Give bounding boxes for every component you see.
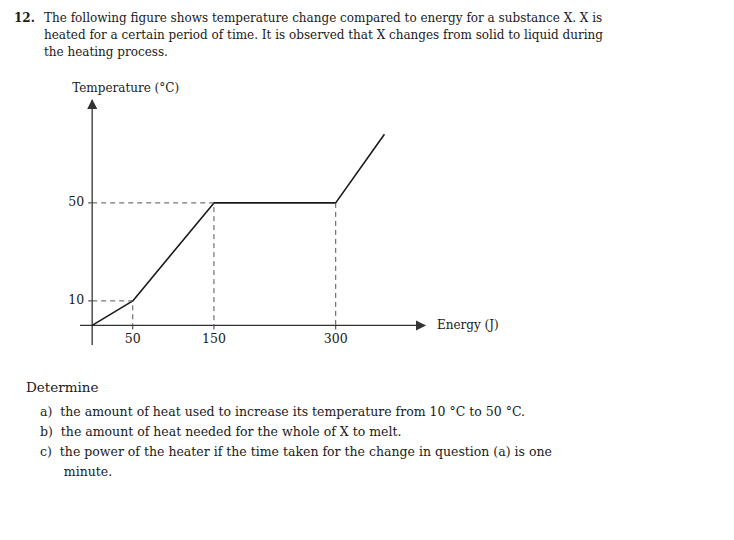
x-tick-label: 300: [324, 331, 348, 346]
plot-area: [92, 134, 384, 325]
annotation: minute.: [40, 464, 112, 479]
x-tick: [335, 325, 336, 329]
y-tick: [88, 202, 92, 203]
y-axis: [92, 100, 93, 345]
reference-line: [335, 203, 336, 326]
subtitle: The following figure shows temperature c…: [44, 11, 603, 59]
chart-root: 12. The following figure shows temperatur…: [0, 0, 734, 540]
title: 12.: [14, 11, 35, 25]
annotation: a) the amount of heat used to increase i…: [40, 404, 525, 419]
x-tick-label: 150: [202, 331, 226, 346]
y-tick: [88, 300, 92, 301]
x-tick-label: 50: [125, 331, 141, 346]
x-axis: [80, 325, 425, 326]
y-tick-label: 50: [68, 194, 84, 209]
y-tick-label: 10: [68, 292, 84, 307]
reference-line: [92, 301, 133, 326]
x-axis-label: Energy (J): [437, 318, 499, 332]
annotation: b) the amount of heat needed for the who…: [40, 424, 401, 439]
x-tick: [132, 325, 133, 329]
reference-line: [92, 203, 214, 326]
annotation: Determine: [26, 379, 98, 395]
x-tick: [213, 325, 214, 329]
y-axis-label: Temperature (°C): [72, 81, 179, 95]
annotation: c) the power of the heater if the time t…: [40, 444, 552, 459]
data-line: [92, 134, 384, 325]
